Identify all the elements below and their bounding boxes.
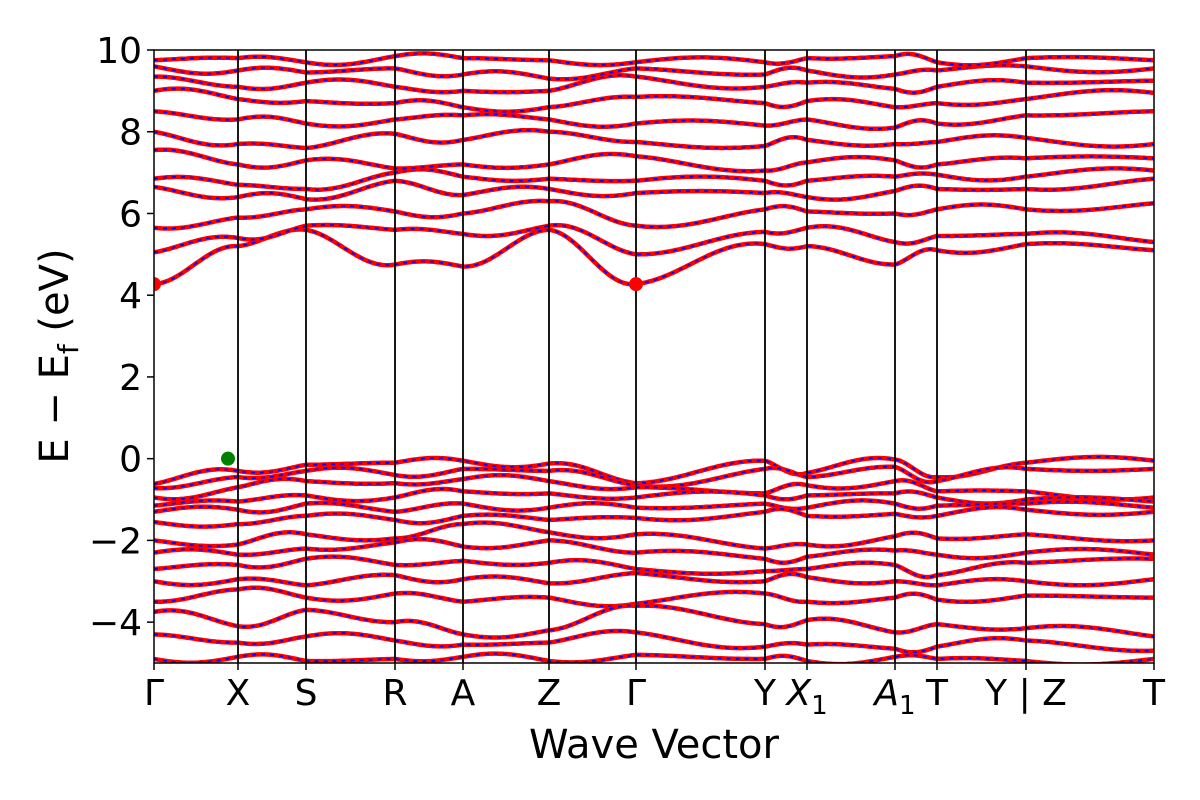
band-line	[154, 127, 1154, 151]
y-axis-label-base: E − E	[32, 354, 78, 464]
y-axis-label-unit: (eV)	[32, 248, 78, 344]
x-tick-label: X1	[784, 673, 827, 721]
band-line-dashed	[154, 456, 1154, 485]
band-line	[154, 585, 1154, 609]
x-tick-label: Z	[537, 673, 562, 714]
y-tick-label: 8	[119, 113, 142, 154]
band-line-dashed	[154, 177, 1154, 201]
band-line-dashed	[154, 538, 1154, 564]
y-tick-label: 6	[119, 194, 142, 235]
band-edge-markers	[154, 277, 643, 466]
y-tick-label: 0	[119, 440, 142, 481]
band-line-dashed	[154, 110, 1154, 130]
y-axis-ticks: −4 −2 0 2 4 6 8 10	[89, 31, 154, 644]
x-axis-label: Wave Vector	[529, 722, 780, 768]
kpoint-lines	[237, 50, 1027, 663]
band-line	[154, 227, 1154, 287]
band-line	[154, 628, 1154, 655]
plot-frame	[153, 49, 1155, 664]
x-tick-label: T	[1142, 673, 1166, 714]
band-line-dashed	[154, 87, 1154, 113]
x-tick-label: Γ	[626, 673, 646, 714]
band-line-dashed	[154, 506, 1154, 528]
band-line	[154, 222, 1154, 257]
band-line-dashed	[154, 74, 1154, 94]
band-line-dashed	[154, 521, 1154, 550]
x-tick-label: T	[925, 673, 949, 714]
x-tick-label: X	[226, 673, 251, 714]
band-line	[154, 73, 1154, 95]
x-tick-label: A	[451, 673, 476, 714]
x-tick-label: R	[382, 673, 407, 714]
band-line-dashed	[154, 604, 1154, 639]
band-line-dashed	[154, 586, 1154, 608]
band-line	[154, 86, 1154, 114]
y-tick-label: −2	[89, 521, 142, 562]
band-line-dashed	[154, 572, 1154, 587]
band-line-dashed	[154, 148, 1154, 173]
y-tick-label: 10	[96, 31, 142, 72]
x-tick-label: Y	[753, 673, 777, 714]
band-line	[154, 109, 1154, 132]
vbm-marker	[221, 451, 235, 466]
band-line-dashed	[154, 652, 1154, 663]
band-line-dashed	[154, 52, 1154, 67]
cbm-marker	[154, 277, 161, 292]
band-line	[154, 198, 1154, 231]
band-line-dashed	[154, 129, 1154, 149]
band-line-dashed	[154, 167, 1154, 191]
x-tick-label: A1	[872, 673, 915, 721]
y-tick-label: 2	[119, 358, 142, 399]
y-tick-label: 4	[119, 276, 142, 317]
band-line-dashed	[154, 228, 1154, 286]
bands-layer	[154, 51, 1154, 663]
x-tick-label: Y | Z	[984, 673, 1067, 714]
band-line-dashed	[154, 630, 1154, 654]
y-tick-label: −4	[89, 603, 142, 644]
band-line	[154, 554, 1154, 580]
x-tick-label: Γ	[144, 673, 164, 714]
y-axis-label: E − Ef (eV)	[32, 248, 85, 463]
x-tick-label: S	[295, 673, 318, 714]
cbm-marker	[629, 277, 643, 292]
band-line-dashed	[154, 474, 1154, 501]
band-line-dashed	[154, 499, 1154, 514]
band-line	[154, 520, 1154, 551]
band-line	[154, 51, 1154, 68]
band-line	[154, 464, 1154, 491]
y-axis-label-sub: f	[52, 343, 85, 354]
band-line	[154, 147, 1154, 174]
